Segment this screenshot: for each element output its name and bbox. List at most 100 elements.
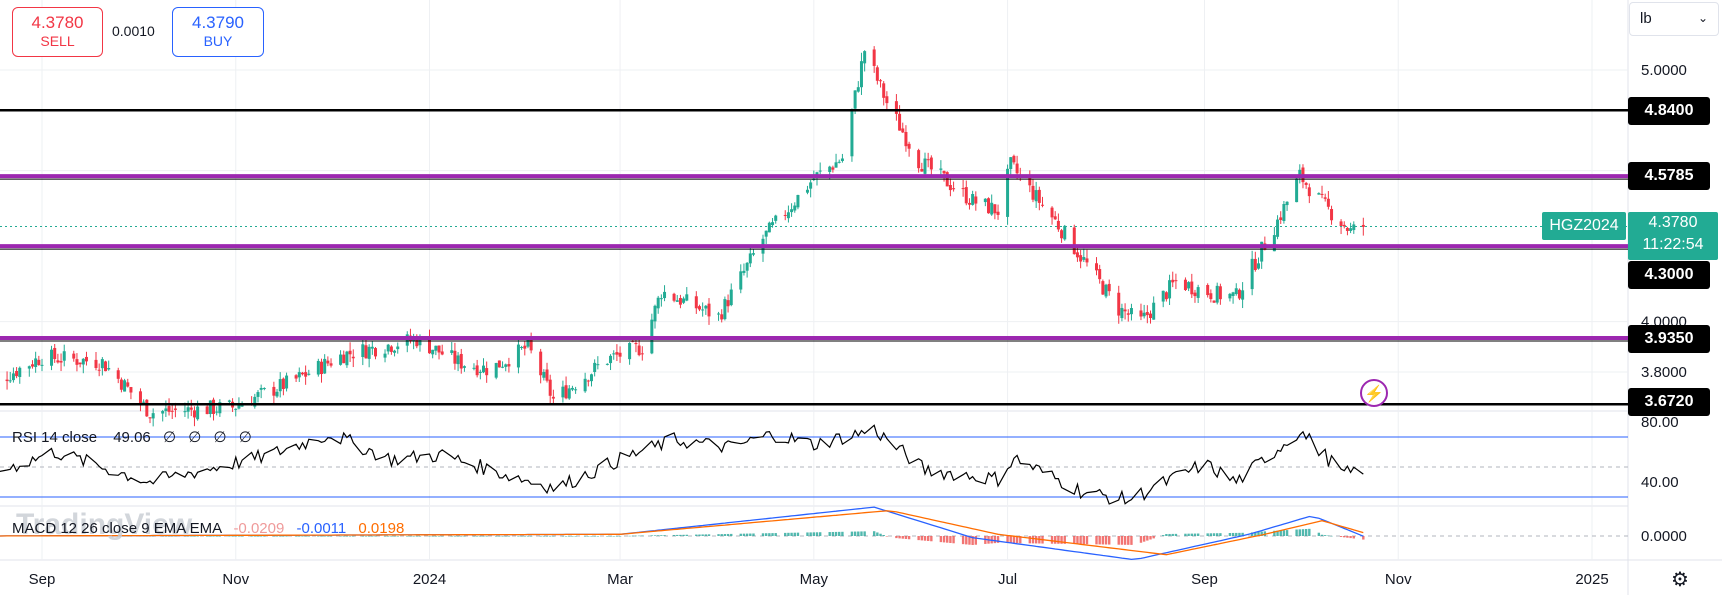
candle-body <box>840 158 844 161</box>
lightning-icon[interactable]: ⚡ <box>1360 379 1388 407</box>
macd-histogram-bar <box>841 531 844 536</box>
macd-histogram-bar <box>809 532 812 536</box>
candle-body <box>1330 209 1334 221</box>
unit-selector[interactable]: lb ⌄ <box>1629 2 1719 36</box>
macd-histogram-bar <box>1076 536 1079 545</box>
candle-body <box>256 392 260 397</box>
candle-body <box>116 370 120 379</box>
candle-body <box>1009 157 1013 170</box>
candle-body <box>1237 289 1241 299</box>
candle-body <box>208 400 212 414</box>
candle-body <box>1082 257 1086 260</box>
candle-body <box>437 345 441 353</box>
candle-body <box>300 372 304 375</box>
candle-body <box>1352 224 1356 231</box>
candle-body <box>15 370 19 377</box>
candle-body <box>1107 283 1111 292</box>
candle-body <box>542 371 546 378</box>
candle-body <box>637 345 641 356</box>
macd-histogram-bar <box>1330 535 1333 537</box>
macd-histogram-bar <box>860 531 863 536</box>
candle-body <box>609 355 613 364</box>
macd-histogram-bar <box>1273 530 1276 536</box>
macd-histogram-bar <box>1168 533 1171 536</box>
candle-body <box>262 388 266 390</box>
macd-histogram-bar <box>1301 529 1305 536</box>
macd-histogram-bar <box>1187 533 1190 536</box>
candle-body <box>475 365 479 376</box>
time-axis-label: Sep <box>29 571 56 588</box>
macd-histogram-bar <box>186 536 190 537</box>
candle-body <box>478 371 482 373</box>
candle-body <box>1060 230 1064 239</box>
candle-body <box>459 353 463 369</box>
macd-histogram-bar <box>460 536 463 537</box>
macd-histogram-bar <box>784 532 787 536</box>
candle-body <box>240 404 244 407</box>
macd-histogram-bar <box>294 536 298 537</box>
candle-body <box>885 96 889 104</box>
candle-body <box>685 294 689 301</box>
candle-body <box>520 347 524 349</box>
macd-histogram-bar <box>968 536 971 545</box>
candle-body <box>215 411 219 413</box>
candle-body <box>1139 310 1143 317</box>
candle-body <box>640 353 644 355</box>
candle-body <box>481 365 485 373</box>
macd-histogram-bar <box>406 536 409 537</box>
macd-legend: MACD 12 26 close 9 EMA EMA -0.0209 -0.00… <box>12 520 404 537</box>
candle-body <box>326 360 330 364</box>
gear-icon[interactable]: ⚙ <box>1671 569 1689 591</box>
macd-histogram-bar <box>472 536 476 537</box>
macd-histogram-bar <box>768 533 771 536</box>
macd-histogram-bar <box>863 531 866 536</box>
candle-body <box>567 388 571 399</box>
candle-body <box>1256 263 1260 269</box>
macd-histogram-bar <box>1139 536 1143 543</box>
candle-body <box>726 300 730 307</box>
candle-body <box>320 361 324 375</box>
macd-histogram-bar <box>1117 536 1120 545</box>
candle-body <box>628 342 632 360</box>
macd-histogram-bar <box>615 536 619 537</box>
macd-histogram-bar <box>660 535 663 536</box>
macd-histogram-bar <box>764 533 768 536</box>
candle-body <box>1142 312 1146 317</box>
candle-body <box>1326 198 1330 207</box>
candle-body <box>107 367 111 370</box>
candle-body <box>1279 217 1283 221</box>
spread-value: 0.0010 <box>112 23 155 39</box>
macd-histogram-bar <box>656 535 660 536</box>
candle-body <box>59 361 63 363</box>
candle-body <box>1241 290 1245 300</box>
macd-histogram-bar <box>117 536 120 537</box>
macd-histogram-bar <box>1304 528 1308 536</box>
macd-histogram-bar <box>212 536 215 537</box>
candle-body <box>1307 187 1311 197</box>
macd-histogram-bar <box>942 536 946 543</box>
candle-body <box>1276 219 1280 237</box>
macd-histogram-bar <box>1165 534 1168 536</box>
time-axis-label: May <box>800 571 829 588</box>
buy-button[interactable]: 4.3790 BUY <box>172 7 264 57</box>
candle-body <box>161 410 165 414</box>
sell-button[interactable]: 4.3780 SELL <box>12 7 103 57</box>
price-axis-label: 3.8000 <box>1641 364 1687 381</box>
candle-body <box>1295 178 1299 203</box>
candle-body <box>1095 263 1099 271</box>
macd-histogram-bar <box>1327 535 1330 536</box>
last-price-value: 4.3780 <box>1648 214 1698 231</box>
candle-body <box>717 313 721 315</box>
time-axis-label: Nov <box>222 571 249 588</box>
macd-histogram-bar <box>482 536 485 537</box>
macd-histogram-bar <box>253 536 257 537</box>
candle-body <box>974 196 978 204</box>
macd-histogram-bar <box>1235 532 1238 536</box>
candle-body <box>364 345 368 359</box>
level-tag: 4.3000 <box>1628 261 1710 289</box>
macd-value: -0.0011 <box>296 520 347 537</box>
macd-histogram-bar <box>361 536 364 537</box>
candle-body <box>100 359 104 369</box>
macd-histogram-bar <box>517 536 520 537</box>
